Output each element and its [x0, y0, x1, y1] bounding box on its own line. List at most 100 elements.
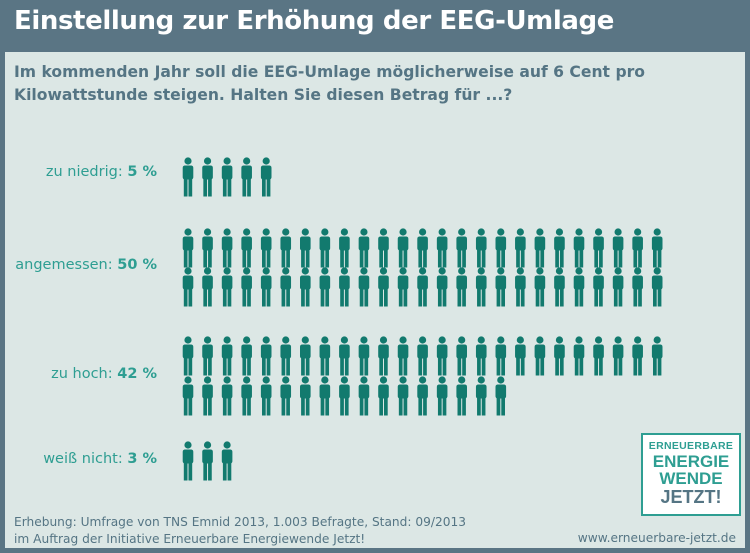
person-icon-zu-hoch-28	[221, 376, 233, 416]
person-icon-zu-niedrig-3	[221, 157, 233, 197]
person-icon-angemessen-37	[397, 267, 409, 307]
person-icon-angemessen-34	[339, 267, 350, 307]
person-icon-zu-hoch-30	[260, 376, 272, 416]
value-label: 5 %	[127, 164, 157, 180]
person-icon-zu-hoch-23	[612, 336, 624, 376]
person-icon-zu-hoch-29	[241, 376, 252, 416]
person-icon-zu-hoch-2	[202, 336, 213, 376]
person-icon-zu-hoch-34	[339, 376, 350, 416]
person-icon-zu-hoch-22	[593, 336, 604, 376]
person-icon-angemessen-1	[182, 228, 194, 268]
person-icon-zu-hoch-8	[319, 336, 331, 376]
person-icon-zu-hoch-24	[632, 336, 643, 376]
person-icon-zu-hoch-1	[182, 336, 194, 376]
person-icon-angemessen-20	[554, 228, 565, 268]
person-icon-zu-hoch-4	[241, 336, 252, 376]
person-icon-angemessen-45	[554, 267, 565, 307]
person-icon-angemessen-24	[632, 228, 643, 268]
person-icon-angemessen-27	[202, 267, 213, 307]
person-icon-zu-hoch-12	[397, 336, 409, 376]
person-icon-zu-hoch-39	[436, 376, 448, 416]
category-label: zu niedrig:	[45, 164, 123, 180]
person-icon-zu-hoch-26	[182, 376, 194, 416]
person-icon-weiss-nicht-2	[202, 441, 213, 481]
person-icon-zu-hoch-38	[417, 376, 428, 416]
person-icon-angemessen-4	[241, 228, 252, 268]
person-icon-zu-hoch-7	[300, 336, 311, 376]
person-icon-zu-hoch-25	[651, 336, 663, 376]
website-url: www.erneuerbare-jetzt.de	[577, 531, 736, 545]
person-icon-angemessen-38	[417, 267, 428, 307]
logo-line-3: WENDE	[659, 468, 723, 488]
person-icon-zu-hoch-42	[495, 376, 507, 416]
person-icon-zu-hoch-16	[475, 336, 487, 376]
person-icon-zu-hoch-9	[339, 336, 350, 376]
person-icon-zu-hoch-11	[378, 336, 389, 376]
energiewende-logo: ERNEUERBARE ENERGIE WENDE JETZT!	[641, 433, 741, 516]
person-icon-zu-hoch-35	[358, 376, 370, 416]
source-note: Erhebung: Umfrage von TNS Emnid 2013, 1.…	[14, 514, 466, 548]
person-icon-zu-hoch-19	[534, 336, 546, 376]
row-label-zu-hoch: zu hoch: 42 %	[51, 366, 157, 382]
person-icon-weiss-nicht-3	[221, 441, 233, 481]
person-icon-angemessen-48	[612, 267, 624, 307]
person-icon-angemessen-2	[202, 228, 213, 268]
person-icon-angemessen-29	[241, 267, 252, 307]
person-icon-angemessen-31	[280, 267, 292, 307]
person-icon-angemessen-33	[319, 267, 331, 307]
person-icon-zu-niedrig-5	[260, 157, 272, 197]
person-icon-angemessen-14	[436, 228, 448, 268]
person-icon-zu-hoch-40	[456, 376, 467, 416]
person-icon-zu-hoch-37	[397, 376, 409, 416]
person-icon-angemessen-32	[300, 267, 311, 307]
person-icon-angemessen-19	[534, 228, 546, 268]
person-icon-angemessen-3	[221, 228, 233, 268]
person-icon-angemessen-16	[475, 228, 487, 268]
page-title: Einstellung zur Erhöhung der EEG-Umlage	[14, 6, 614, 36]
person-icon-zu-hoch-31	[280, 376, 292, 416]
person-icon-angemessen-41	[475, 267, 487, 307]
person-icon-angemessen-9	[339, 228, 350, 268]
person-icon-angemessen-11	[378, 228, 389, 268]
person-icon-zu-niedrig-2	[202, 157, 213, 197]
survey-question: Im kommenden Jahr soll die EEG-Umlage mö…	[14, 63, 646, 104]
person-icon-zu-hoch-10	[358, 336, 370, 376]
person-icon-angemessen-40	[456, 267, 467, 307]
category-label: zu hoch:	[51, 366, 113, 382]
person-icon-angemessen-5	[260, 228, 272, 268]
person-icon-zu-hoch-15	[456, 336, 467, 376]
person-icon-angemessen-17	[495, 228, 507, 268]
person-icon-angemessen-22	[593, 228, 604, 268]
person-icon-zu-hoch-5	[260, 336, 272, 376]
source-line-2: im Auftrag der Initiative Erneuerbare En…	[14, 532, 366, 546]
logo-line-1: ERNEUERBARE	[648, 440, 734, 452]
person-icon-angemessen-47	[593, 267, 604, 307]
row-label-weiss-nicht: weiß nicht: 3 %	[43, 451, 157, 467]
person-icon-angemessen-49	[632, 267, 643, 307]
person-icon-angemessen-12	[397, 228, 409, 268]
person-icon-angemessen-46	[573, 267, 585, 307]
person-icon-zu-niedrig-4	[241, 157, 252, 197]
person-icon-angemessen-26	[182, 267, 194, 307]
person-icon-angemessen-10	[358, 228, 370, 268]
logo-line-2: ENERGIE	[652, 451, 730, 471]
person-icon-angemessen-13	[417, 228, 428, 268]
person-icon-angemessen-36	[378, 267, 389, 307]
person-icon-zu-hoch-6	[280, 336, 292, 376]
person-icon-angemessen-35	[358, 267, 370, 307]
person-icon-angemessen-25	[651, 228, 663, 268]
person-icon-angemessen-30	[260, 267, 272, 307]
person-icon-zu-hoch-36	[378, 376, 389, 416]
person-icon-weiss-nicht-1	[182, 441, 194, 481]
person-icon-angemessen-8	[319, 228, 331, 268]
person-icon-angemessen-39	[436, 267, 448, 307]
value-label: 42 %	[117, 366, 157, 382]
person-icon-angemessen-6	[280, 228, 292, 268]
row-label-angemessen: angemessen: 50 %	[15, 257, 157, 273]
person-icon-angemessen-18	[515, 228, 526, 268]
person-icon-angemessen-50	[651, 267, 663, 307]
person-icon-zu-hoch-14	[436, 336, 448, 376]
person-icon-zu-hoch-3	[221, 336, 233, 376]
person-icon-zu-hoch-13	[417, 336, 428, 376]
